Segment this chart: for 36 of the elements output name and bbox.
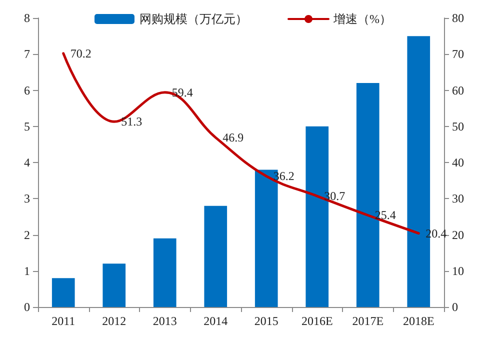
y-tick-label: 3 [24, 192, 30, 206]
y2-tick-label: 30 [452, 192, 464, 206]
y-tick-label: 6 [24, 83, 30, 98]
bar [153, 238, 176, 307]
y-tick-label: 4 [24, 156, 30, 170]
y2-tick-label: 60 [452, 83, 464, 98]
bar [52, 278, 75, 307]
y-tick-label: 2 [24, 228, 30, 242]
bar [204, 206, 228, 307]
y2-tick-label: 20 [452, 228, 464, 242]
y2-tick-label: 10 [452, 264, 464, 278]
x-tick-label: 2015 [254, 314, 278, 328]
y-tick-label: 5 [24, 119, 30, 134]
y-tick-label: 0 [24, 300, 30, 314]
x-tick-label: 2013 [152, 314, 177, 328]
bar [102, 264, 126, 307]
x-tick-label: 2012 [102, 314, 126, 328]
data-label: 51.3 [121, 114, 142, 129]
x-tick-label: 2011 [52, 314, 76, 328]
data-label: 46.9 [222, 130, 244, 145]
legend-label: 网购规模（万亿元） [140, 12, 248, 26]
y-tick-label: 7 [24, 47, 30, 62]
y2-tick-label: 50 [452, 119, 464, 134]
x-tick-label: 2018E [402, 314, 434, 328]
data-label: 59.4 [172, 85, 193, 100]
y-tick-label: 1 [24, 264, 30, 278]
x-tick-label: 2017E [352, 314, 384, 328]
y2-tick-label: 0 [452, 300, 458, 314]
data-label: 70.2 [70, 46, 92, 60]
legend-label: 增速（%） [332, 12, 392, 26]
y2-tick-label: 40 [452, 156, 464, 170]
y2-tick-label: 80 [452, 11, 464, 25]
y2-tick-label: 70 [452, 47, 464, 62]
y-tick-label: 8 [24, 11, 30, 25]
x-tick-label: 2016E [301, 314, 333, 328]
x-tick-label: 2014 [204, 314, 228, 328]
